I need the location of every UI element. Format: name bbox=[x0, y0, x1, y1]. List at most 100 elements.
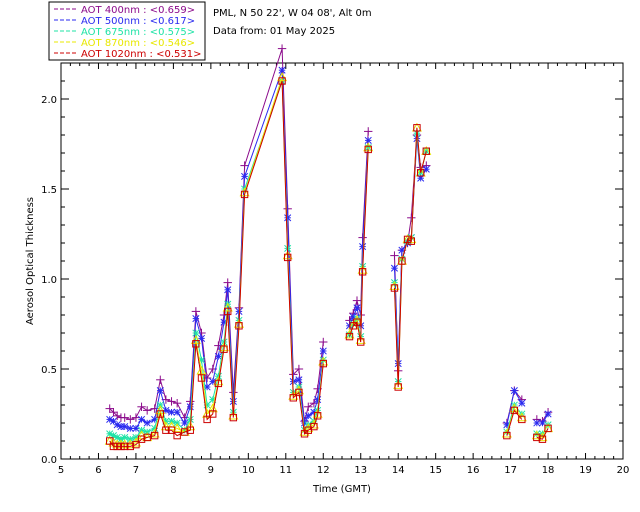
series-0 bbox=[105, 44, 553, 428]
data-point bbox=[149, 428, 160, 438]
legend-label: AOT 870nm : <0.546> bbox=[81, 38, 195, 49]
data-point bbox=[220, 338, 228, 346]
data-point bbox=[407, 213, 416, 222]
data-point bbox=[197, 374, 206, 382]
legend-label: AOT 500nm : <0.617> bbox=[81, 16, 195, 27]
data-point bbox=[518, 399, 526, 407]
legend-label: AOT 675nm : <0.575> bbox=[81, 27, 195, 38]
data-point bbox=[416, 169, 425, 177]
data-point bbox=[117, 442, 125, 451]
x-tick-label: 10 bbox=[242, 465, 255, 476]
data-point bbox=[192, 340, 200, 348]
data-point bbox=[109, 442, 118, 451]
data-point bbox=[364, 127, 373, 136]
data-point bbox=[353, 304, 361, 312]
data-point bbox=[407, 237, 416, 245]
data-point bbox=[240, 161, 249, 170]
data-point bbox=[167, 408, 176, 416]
data-point bbox=[214, 379, 223, 388]
data-point bbox=[304, 412, 312, 420]
data-point bbox=[143, 419, 151, 427]
data-point bbox=[224, 286, 232, 294]
data-point bbox=[313, 412, 322, 420]
data-point bbox=[196, 365, 207, 375]
data-point bbox=[150, 404, 159, 413]
y-tick-label: 1.0 bbox=[41, 275, 57, 286]
data-point bbox=[162, 426, 170, 434]
data-point bbox=[319, 359, 327, 368]
data-point bbox=[173, 419, 181, 427]
data-point bbox=[345, 332, 354, 341]
x-tick-label: 11 bbox=[279, 465, 292, 476]
plot-frame bbox=[60, 62, 624, 460]
y-tick-label: 0.0 bbox=[41, 455, 57, 466]
data-point bbox=[364, 145, 372, 154]
series-1 bbox=[106, 66, 552, 432]
data-point bbox=[214, 352, 222, 360]
data-point bbox=[357, 338, 365, 346]
data-point bbox=[113, 411, 122, 420]
x-tick-label: 16 bbox=[467, 465, 480, 476]
data-point bbox=[304, 402, 313, 411]
data-point bbox=[223, 278, 232, 287]
data-point bbox=[121, 423, 129, 431]
data-point bbox=[172, 399, 182, 408]
data-point bbox=[510, 406, 519, 415]
x-tick-label: 9 bbox=[208, 465, 214, 476]
data-point bbox=[186, 403, 194, 411]
data-point bbox=[106, 437, 114, 445]
data-point bbox=[510, 387, 518, 395]
x-tick-label: 7 bbox=[133, 465, 139, 476]
x-tick-label: 6 bbox=[95, 465, 101, 476]
data-point bbox=[173, 431, 181, 440]
legend-items: AOT 400nm : <0.659>AOT 500nm : <0.617>AO… bbox=[54, 5, 201, 60]
data-point bbox=[137, 435, 146, 443]
data-point bbox=[422, 147, 431, 155]
x-tick-label: 15 bbox=[429, 465, 442, 476]
data-point bbox=[390, 264, 399, 272]
y-tick-label: 2.0 bbox=[41, 95, 57, 106]
data-point bbox=[284, 214, 292, 222]
series-line bbox=[349, 149, 369, 343]
data-point bbox=[167, 397, 176, 406]
data-point bbox=[156, 387, 164, 395]
x-tick-label: 13 bbox=[354, 465, 367, 476]
data-point bbox=[544, 424, 552, 433]
data-point bbox=[276, 72, 288, 82]
data-point bbox=[203, 415, 211, 424]
date-info: Data from: 01 May 2025 bbox=[213, 26, 335, 37]
data-point bbox=[126, 442, 135, 451]
data-point bbox=[105, 404, 114, 413]
data-point bbox=[222, 302, 233, 312]
data-point bbox=[289, 394, 297, 402]
data-point bbox=[533, 419, 541, 427]
data-point bbox=[390, 251, 399, 260]
y-tick-label: 0.5 bbox=[41, 365, 57, 376]
data-point bbox=[538, 435, 547, 443]
x-tick-label: 17 bbox=[504, 465, 517, 476]
data-point bbox=[277, 44, 287, 53]
data-point bbox=[142, 406, 152, 415]
data-point bbox=[406, 234, 417, 244]
data-point bbox=[190, 334, 201, 344]
data-point bbox=[224, 307, 232, 316]
data-point bbox=[132, 440, 140, 449]
x-tick-label: 20 bbox=[617, 465, 630, 476]
data-point bbox=[394, 383, 402, 391]
data-point bbox=[126, 424, 134, 432]
y-axis-label: Aerosol Optical Thickness bbox=[25, 197, 36, 325]
data-point bbox=[113, 442, 121, 451]
data-point bbox=[358, 268, 367, 276]
series-line bbox=[349, 140, 369, 326]
series-line bbox=[394, 127, 427, 388]
data-point bbox=[137, 426, 146, 434]
series-4 bbox=[106, 77, 552, 451]
data-point bbox=[501, 428, 512, 438]
data-point bbox=[359, 243, 367, 251]
data-point bbox=[126, 415, 135, 424]
data-point bbox=[533, 433, 541, 442]
data-point bbox=[390, 284, 399, 292]
data-point bbox=[209, 410, 217, 418]
data-point bbox=[228, 410, 239, 420]
